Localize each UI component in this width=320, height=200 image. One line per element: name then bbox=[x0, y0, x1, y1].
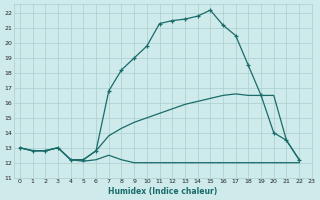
X-axis label: Humidex (Indice chaleur): Humidex (Indice chaleur) bbox=[108, 187, 217, 196]
